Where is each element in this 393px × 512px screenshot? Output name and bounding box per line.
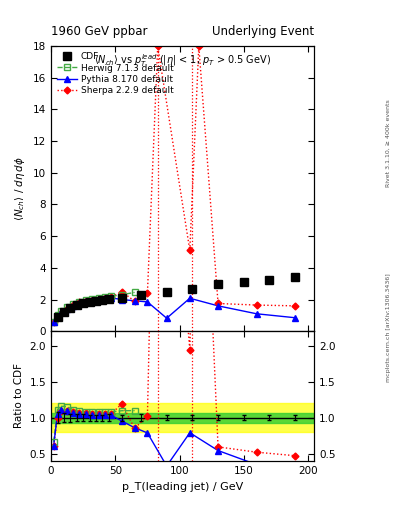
Text: $\langle N_{ch}\rangle$ vs $p_T^{lead}$ ($|\eta|$ < 1, $p_T$ > 0.5 GeV): $\langle N_{ch}\rangle$ vs $p_T^{lead}$ … — [94, 52, 271, 69]
Bar — [51, 413, 314, 422]
Text: mcplots.cern.ch [arXiv:1306.3436]: mcplots.cern.ch [arXiv:1306.3436] — [386, 273, 391, 382]
Text: 1960 GeV ppbar: 1960 GeV ppbar — [51, 26, 148, 38]
Y-axis label: $\langle N_{ch}\rangle$ / $d\eta\,d\phi$: $\langle N_{ch}\rangle$ / $d\eta\,d\phi$ — [13, 156, 28, 221]
Text: Underlying Event: Underlying Event — [212, 26, 314, 38]
Text: Rivet 3.1.10, ≥ 400k events: Rivet 3.1.10, ≥ 400k events — [386, 99, 391, 187]
Bar — [51, 403, 314, 432]
Y-axis label: Ratio to CDF: Ratio to CDF — [14, 364, 24, 429]
X-axis label: p_T(leading jet) / GeV: p_T(leading jet) / GeV — [122, 481, 243, 492]
Legend: CDF, Herwig 7.1.3 default, Pythia 8.170 default, Sherpa 2.2.9 default: CDF, Herwig 7.1.3 default, Pythia 8.170 … — [55, 51, 175, 97]
